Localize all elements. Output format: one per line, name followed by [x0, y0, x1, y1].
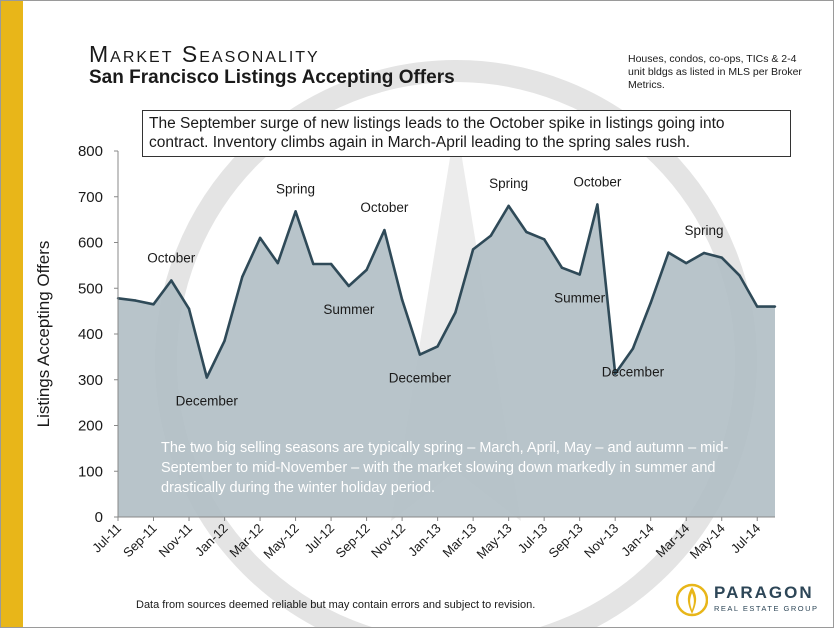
data-point	[187, 307, 191, 310]
data-point	[436, 345, 439, 348]
logo-tagline: REAL ESTATE GROUP	[714, 604, 819, 613]
season-annotation: Summer	[554, 291, 606, 306]
season-annotation: December	[602, 365, 665, 380]
data-point	[543, 238, 546, 241]
disclaimer: Data from sources deemed reliable but ma…	[136, 599, 536, 611]
data-point	[702, 251, 706, 255]
x-tick-label: Mar-13	[440, 521, 480, 561]
source-note: Houses, condos, co-ops, TICs & 2-4 unit …	[628, 53, 802, 91]
data-point	[418, 353, 422, 356]
data-point	[329, 262, 333, 266]
data-point	[667, 251, 670, 254]
data-point	[738, 274, 741, 277]
data-point	[525, 230, 528, 234]
x-tick-label: Sep-11	[120, 521, 160, 561]
x-tick-label: Mar-12	[226, 521, 266, 561]
x-tick-label: Jul-14	[728, 521, 764, 557]
y-tick-label: 200	[78, 418, 103, 435]
data-point	[489, 234, 493, 237]
x-tick-label: Mar-14	[653, 521, 693, 561]
data-point	[720, 256, 723, 259]
x-tick-label: Jan-14	[618, 521, 657, 560]
seasons-note: The two big selling seasons are typicall…	[161, 440, 729, 496]
page-subtitle: San Francisco Listings Accepting Offers	[89, 67, 455, 88]
data-point	[276, 261, 279, 265]
area-fill	[118, 204, 775, 517]
series-line	[117, 203, 775, 379]
data-point	[170, 279, 173, 282]
data-point	[454, 311, 457, 314]
data-point	[685, 261, 688, 265]
data-point	[756, 305, 759, 308]
x-tick-label: Jan-13	[405, 521, 444, 560]
x-tick-label: Nov-13	[581, 521, 621, 561]
data-point	[400, 298, 404, 301]
data-point	[258, 236, 262, 240]
data-point	[560, 266, 564, 269]
y-tick-label: 300	[78, 372, 103, 389]
y-tick-label: 500	[78, 280, 103, 297]
x-tick-label: May-13	[474, 521, 515, 562]
data-point	[294, 210, 297, 213]
data-point	[614, 372, 617, 375]
y-tick-label: 600	[78, 235, 103, 252]
data-point	[578, 273, 581, 276]
y-tick-label: 100	[78, 463, 103, 480]
page-title: Market Seasonality	[89, 41, 320, 67]
data-point	[631, 347, 635, 350]
season-annotation: Spring	[276, 181, 315, 196]
data-point	[152, 303, 155, 306]
data-point	[596, 203, 599, 206]
y-axis-title: Listings Accepting Offers	[34, 241, 53, 428]
data-point	[205, 376, 208, 379]
season-annotation: Spring	[684, 223, 723, 238]
season-annotation: October	[147, 250, 196, 265]
x-tick-label: Nov-11	[156, 521, 196, 561]
data-point	[383, 228, 386, 232]
callout-box: The September surge of new listings lead…	[142, 110, 791, 157]
x-tick-label: May-14	[687, 521, 728, 562]
season-annotation: Summer	[323, 302, 375, 317]
x-tick-label: Jan-12	[192, 521, 231, 560]
data-point	[347, 284, 350, 288]
season-annotation: Spring	[489, 176, 528, 191]
y-tick-label: 800	[78, 143, 103, 160]
data-point	[241, 275, 244, 278]
flame-logo-icon	[676, 583, 708, 617]
season-annotation: October	[360, 200, 409, 215]
season-annotation: October	[573, 175, 622, 190]
season-annotation: December	[389, 371, 452, 386]
data-point	[649, 301, 652, 305]
data-point	[223, 339, 226, 343]
data-point	[471, 248, 475, 251]
logo-wordmark: PARAGON	[714, 583, 814, 602]
data-point	[312, 262, 315, 266]
data-point	[134, 299, 137, 302]
y-tick-label: 0	[95, 509, 103, 526]
accent-bar	[1, 1, 23, 627]
data-point	[773, 305, 777, 308]
x-tick-label: May-12	[260, 521, 301, 562]
y-tick-label: 400	[78, 326, 103, 343]
x-tick-label: Nov-12	[368, 521, 408, 561]
paragon-logo: PARAGON REAL ESTATE GROUP	[676, 581, 826, 621]
data-point	[507, 204, 510, 208]
season-annotation: December	[176, 393, 239, 408]
y-tick-label: 700	[78, 189, 103, 206]
x-tick-label: Sep-13	[546, 521, 586, 561]
x-tick-label: Sep-12	[332, 521, 372, 561]
data-point	[365, 268, 368, 272]
